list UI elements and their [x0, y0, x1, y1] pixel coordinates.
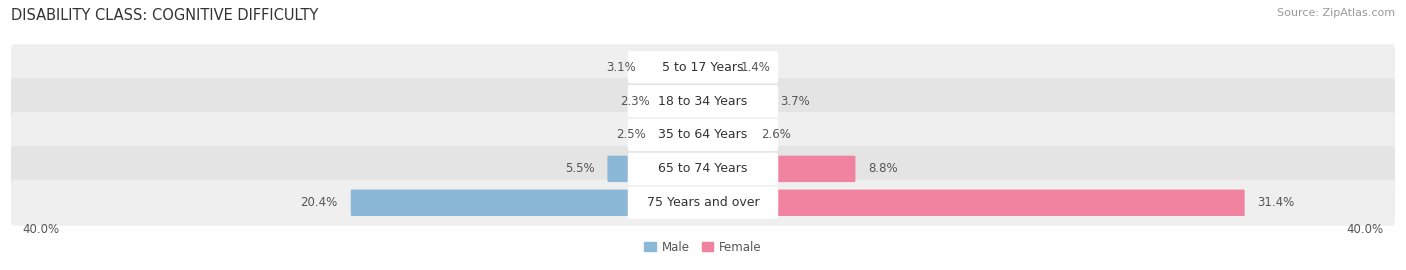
FancyBboxPatch shape: [702, 156, 855, 182]
Text: DISABILITY CLASS: COGNITIVE DIFFICULTY: DISABILITY CLASS: COGNITIVE DIFFICULTY: [11, 8, 319, 23]
FancyBboxPatch shape: [662, 88, 704, 114]
FancyBboxPatch shape: [607, 156, 704, 182]
Text: 3.1%: 3.1%: [606, 61, 636, 74]
FancyBboxPatch shape: [11, 78, 1395, 124]
FancyBboxPatch shape: [11, 44, 1395, 90]
Text: 5 to 17 Years: 5 to 17 Years: [662, 61, 744, 74]
Text: 8.8%: 8.8%: [869, 162, 898, 176]
Text: 2.3%: 2.3%: [620, 94, 650, 108]
Text: 40.0%: 40.0%: [1346, 223, 1384, 236]
FancyBboxPatch shape: [11, 112, 1395, 158]
FancyBboxPatch shape: [702, 88, 768, 114]
Text: 65 to 74 Years: 65 to 74 Years: [658, 162, 748, 176]
Text: 18 to 34 Years: 18 to 34 Years: [658, 94, 748, 108]
FancyBboxPatch shape: [702, 122, 748, 148]
FancyBboxPatch shape: [627, 51, 779, 83]
Text: 3.7%: 3.7%: [780, 94, 810, 108]
Text: 31.4%: 31.4%: [1257, 196, 1295, 209]
FancyBboxPatch shape: [702, 54, 728, 80]
Text: 2.5%: 2.5%: [616, 129, 647, 141]
FancyBboxPatch shape: [648, 54, 704, 80]
Text: 20.4%: 20.4%: [301, 196, 337, 209]
Text: 35 to 64 Years: 35 to 64 Years: [658, 129, 748, 141]
FancyBboxPatch shape: [702, 190, 1244, 216]
Text: Source: ZipAtlas.com: Source: ZipAtlas.com: [1277, 8, 1395, 18]
Text: 40.0%: 40.0%: [22, 223, 60, 236]
FancyBboxPatch shape: [659, 122, 704, 148]
FancyBboxPatch shape: [627, 153, 779, 185]
FancyBboxPatch shape: [627, 85, 779, 117]
FancyBboxPatch shape: [350, 190, 704, 216]
Text: 5.5%: 5.5%: [565, 162, 595, 176]
FancyBboxPatch shape: [11, 180, 1395, 226]
Legend: Male, Female: Male, Female: [644, 241, 762, 254]
Text: 1.4%: 1.4%: [741, 61, 770, 74]
Text: 2.6%: 2.6%: [762, 129, 792, 141]
Text: 75 Years and over: 75 Years and over: [647, 196, 759, 209]
FancyBboxPatch shape: [11, 146, 1395, 192]
FancyBboxPatch shape: [627, 119, 779, 151]
FancyBboxPatch shape: [627, 187, 779, 219]
